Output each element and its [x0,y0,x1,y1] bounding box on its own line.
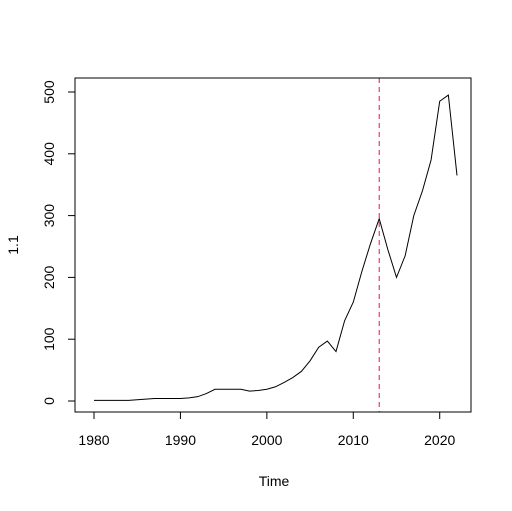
x-tick-label-2000: 2000 [251,432,282,448]
x-tick-label-1980: 1980 [78,432,109,448]
plot-area [94,78,458,412]
plot-frame [74,77,472,413]
y-tick-label-300: 300 [41,204,57,228]
y-tick-label-500: 500 [41,80,57,104]
x-tick-label-1990: 1990 [165,432,196,448]
y-tick-label-0: 0 [41,397,57,405]
series-line-0 [94,94,458,401]
y-tick-label-200: 200 [41,266,57,290]
x-tick-label-2010: 2010 [338,432,369,448]
x-axis-label: Time [259,473,290,489]
y-tick-label-100: 100 [41,327,57,351]
y-tick-label-400: 400 [41,142,57,166]
x-tick-label-2020: 2020 [424,432,455,448]
y-axis-label: 1.1 [5,235,21,255]
